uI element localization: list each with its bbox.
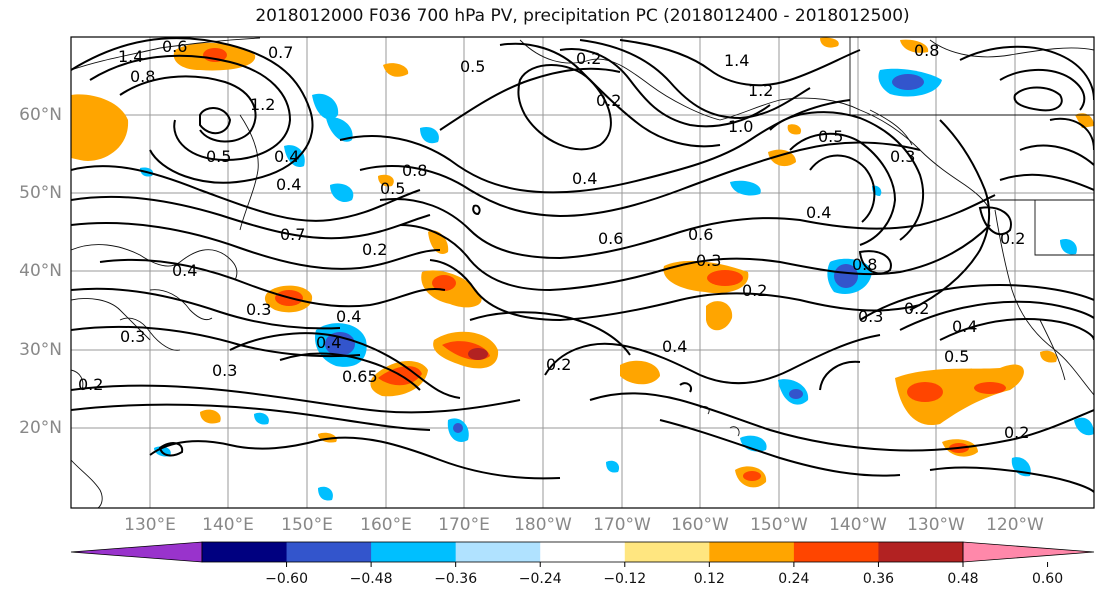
contour-label: 0.2 xyxy=(78,375,103,394)
lat-label: 20°N xyxy=(19,418,62,438)
colorbar-segment xyxy=(540,542,626,562)
lat-label: 60°N xyxy=(19,105,62,125)
colorbar-tick-label: 0.48 xyxy=(947,571,979,587)
contour-label: 0.5 xyxy=(460,57,485,76)
contour-label: 0.3 xyxy=(696,251,721,270)
contour-label: 0.2 xyxy=(546,355,571,374)
contour-label: 0.5 xyxy=(944,347,969,366)
colorbar-extend-low xyxy=(70,541,203,563)
map-title: 2018012000 F036 700 hPa PV, precipitatio… xyxy=(255,6,910,26)
contour-label: 0.6 xyxy=(162,37,187,56)
contour-label: 0.6 xyxy=(688,225,713,244)
contour-label: 0.3 xyxy=(212,361,237,380)
lon-label: 130°E xyxy=(124,515,176,535)
contour-label: 0.5 xyxy=(380,179,405,198)
contour-label: 0.3 xyxy=(120,327,145,346)
lon-label: 170°E xyxy=(438,515,490,535)
contour-label: 0.2 xyxy=(1000,229,1025,248)
lon-label: 120°W xyxy=(986,515,1044,535)
colorbar-segment xyxy=(455,542,541,562)
contour-label: 0.4 xyxy=(172,261,197,280)
colorbar-tick-label: −0.60 xyxy=(265,571,308,587)
colorbar-segment xyxy=(286,542,372,562)
colorbar-tick-label: −0.12 xyxy=(603,571,647,587)
lon-label: 140°W xyxy=(829,515,887,535)
lon-label: 160°E xyxy=(360,515,412,535)
lat-label: 50°N xyxy=(19,183,62,203)
contour-label: 0.8 xyxy=(914,41,939,60)
colorbar-segment xyxy=(371,542,457,562)
lon-label: 170°W xyxy=(593,515,651,535)
contour-label: 0.4 xyxy=(662,337,687,356)
contour-labels: 1.4 1.2 0.8 0.7 0.6 0.5 0.4 0.3 0.2 0.7 … xyxy=(78,37,1029,442)
contour-label: 0.5 xyxy=(818,127,843,146)
graticule xyxy=(71,37,1094,508)
lon-label: 160°W xyxy=(671,515,729,535)
contour-label: 0.8 xyxy=(852,255,877,274)
map-frame xyxy=(71,37,1094,508)
contour-label: 0.65 xyxy=(342,367,378,386)
contour-label: 0.4 xyxy=(274,147,299,166)
colorbar-tick-label: −0.24 xyxy=(518,571,562,587)
contour-label: 1.2 xyxy=(250,95,275,114)
contour-label: 0.8 xyxy=(130,67,155,86)
lon-label: 130°W xyxy=(907,515,965,535)
contour-label: 0.7 xyxy=(280,225,305,244)
contour-label: 0.2 xyxy=(742,281,767,300)
contour-label: 0.3 xyxy=(890,147,915,166)
contour-label: 1.4 xyxy=(118,47,143,66)
contour-label: 1.4 xyxy=(724,51,749,70)
contour-label: 0.4 xyxy=(276,175,301,194)
contour-label: 0.2 xyxy=(904,299,929,318)
map-border xyxy=(70,36,1095,509)
colorbar-outline xyxy=(201,541,964,563)
colorbar-segment xyxy=(709,542,795,562)
contour-label: 0.2 xyxy=(362,240,387,259)
contour-label: 0.8 xyxy=(402,161,427,180)
contour-label: 0.7 xyxy=(268,43,293,62)
contour-label: 0.4 xyxy=(336,307,361,326)
lon-label: 140°E xyxy=(202,515,254,535)
contour-label: 0.2 xyxy=(576,49,601,68)
contour-label: 0.5 xyxy=(206,147,231,166)
colorbar-segment xyxy=(202,542,288,562)
contour-label: 1.0 xyxy=(728,117,753,136)
contour-label: 0.6 xyxy=(598,229,623,248)
contour-label: 1.2 xyxy=(748,81,773,100)
colorbar-segment xyxy=(793,542,879,562)
contour-label: 0.4 xyxy=(316,333,341,352)
lat-label: 40°N xyxy=(19,261,62,281)
lon-label: 150°E xyxy=(281,515,333,535)
lon-label: 150°W xyxy=(750,515,808,535)
colorbar-segment xyxy=(878,542,964,562)
contour-label: 0.3 xyxy=(858,307,883,326)
contour-label: 0.4 xyxy=(572,169,597,188)
contour-label: 0.4 xyxy=(952,317,977,336)
colorbar-extend-high xyxy=(962,541,1095,563)
pv-contours xyxy=(71,37,1094,493)
colorbar-tick-label: −0.36 xyxy=(434,571,478,587)
colorbar-tick-label: 0.60 xyxy=(1031,571,1064,587)
contour-label: 0.2 xyxy=(596,91,621,110)
coastlines xyxy=(71,37,1094,508)
colorbar xyxy=(70,541,1095,567)
colorbar-segment xyxy=(624,542,710,562)
contour-label: 0.4 xyxy=(806,203,831,222)
colorbar-tick-label: 0.36 xyxy=(862,571,895,587)
contour-label: 0.3 xyxy=(246,300,271,319)
lon-label: 180°W xyxy=(514,515,572,535)
colorbar-tick-label: −0.48 xyxy=(349,571,393,587)
lat-label: 30°N xyxy=(19,340,62,360)
colorbar-tick-label: 0.24 xyxy=(778,571,810,587)
colorbar-tick-label: 0.12 xyxy=(693,571,725,587)
contour-label: 0.2 xyxy=(1004,423,1029,442)
